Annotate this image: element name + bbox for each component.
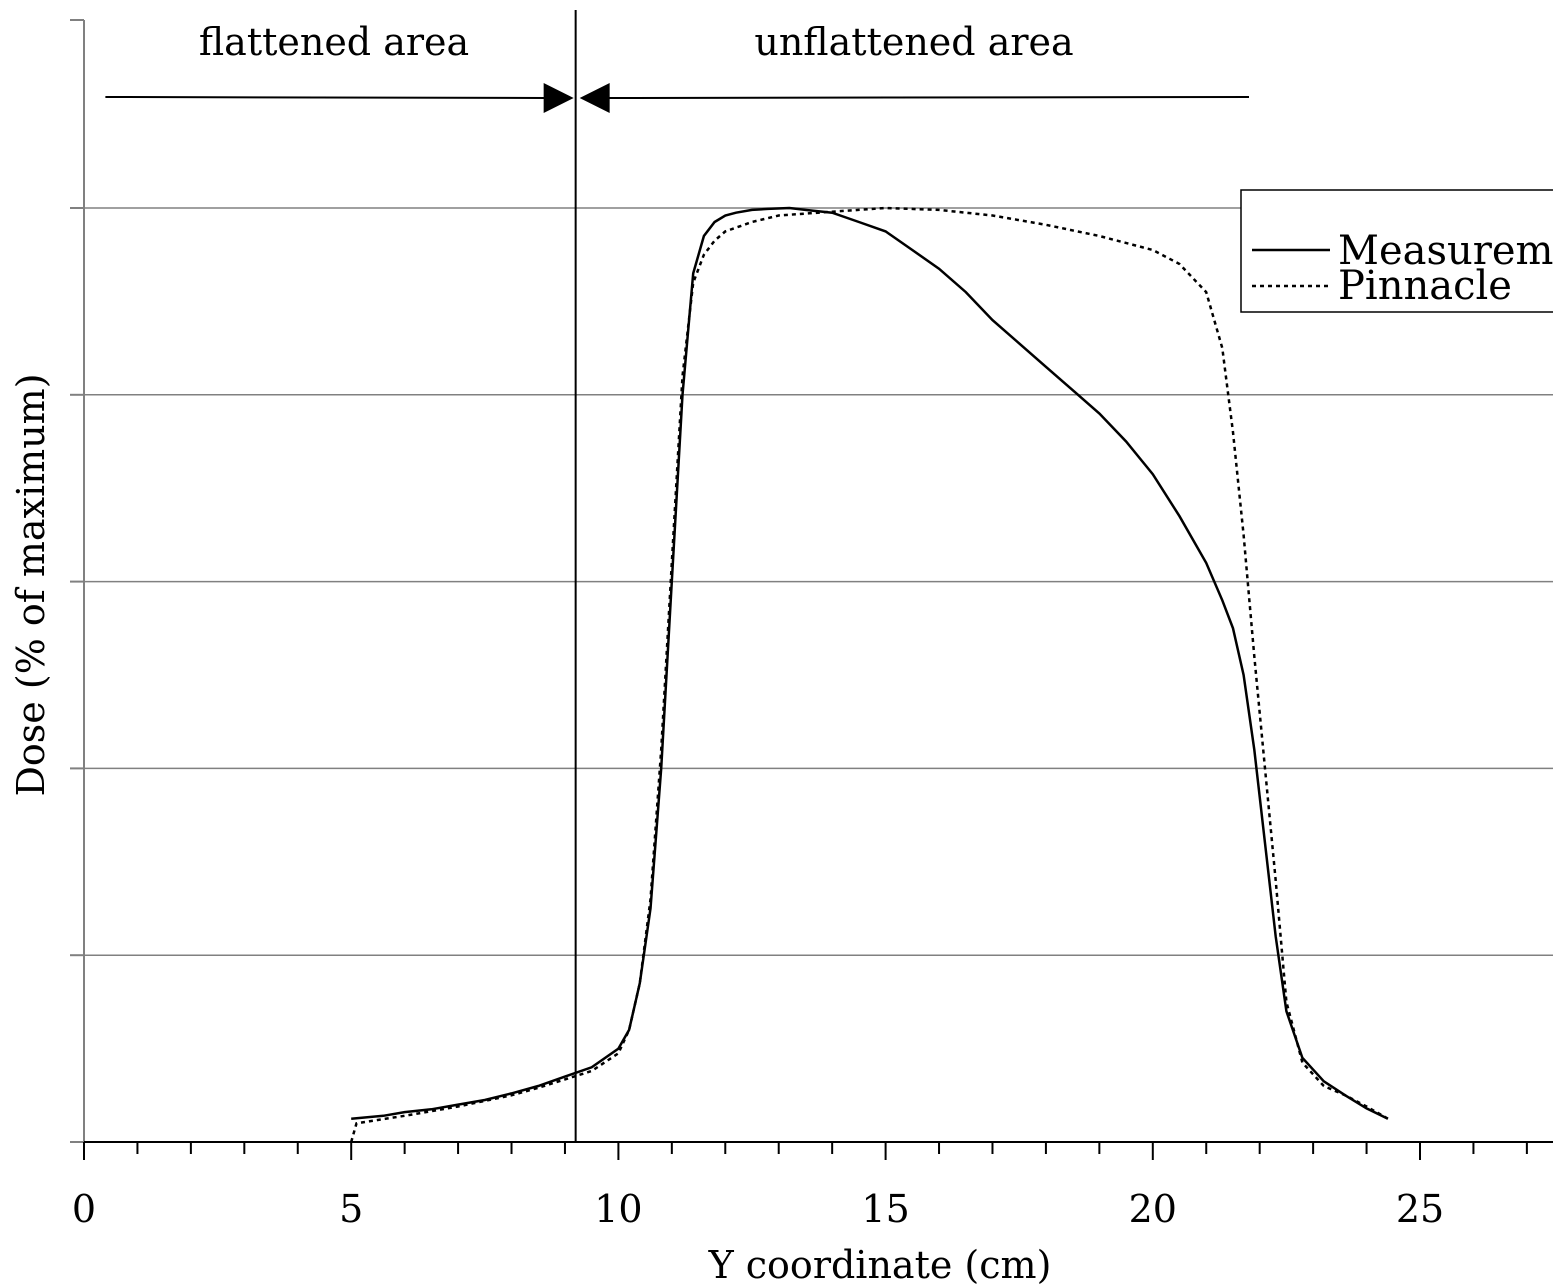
x-tick-labels: 0 5 10 15 20 25 [72, 1187, 1444, 1231]
legend-entry-measurement: Measurem [1338, 228, 1553, 274]
pinnacle-series-line [349, 206, 1389, 1143]
grid-lines [84, 207, 1553, 956]
series-lines [349, 206, 1389, 1143]
legend-entry-pinnacle: Pinnacle [1338, 263, 1512, 309]
flattened-area-label: flattened area [199, 20, 469, 64]
x-tick-label-0: 0 [72, 1187, 96, 1231]
unflattened-area-arrowhead [579, 83, 610, 113]
unflattened-area-arrow [605, 96, 1249, 99]
x-tick-label-10: 10 [594, 1187, 642, 1231]
x-tick-label-25: 25 [1396, 1187, 1444, 1231]
x-tick-label-5: 5 [339, 1187, 363, 1231]
measurement-series-line [351, 206, 1389, 1120]
flattened-area-arrowhead [543, 83, 574, 113]
x-tick-label-15: 15 [861, 1187, 909, 1231]
flattened-area-arrow [105, 96, 546, 99]
x-tick-label-20: 20 [1129, 1187, 1177, 1231]
unflattened-area-label: unflattened area [754, 20, 1073, 64]
area-annotations: flattened area unflattened area [105, 10, 1249, 1142]
y-axis-label: Dose (% of maximum) [9, 373, 53, 796]
axes [70, 19, 1553, 1160]
x-axis-label: Y coordinate (cm) [708, 1243, 1052, 1287]
legend: Measurem Pinnacle [1240, 189, 1553, 313]
